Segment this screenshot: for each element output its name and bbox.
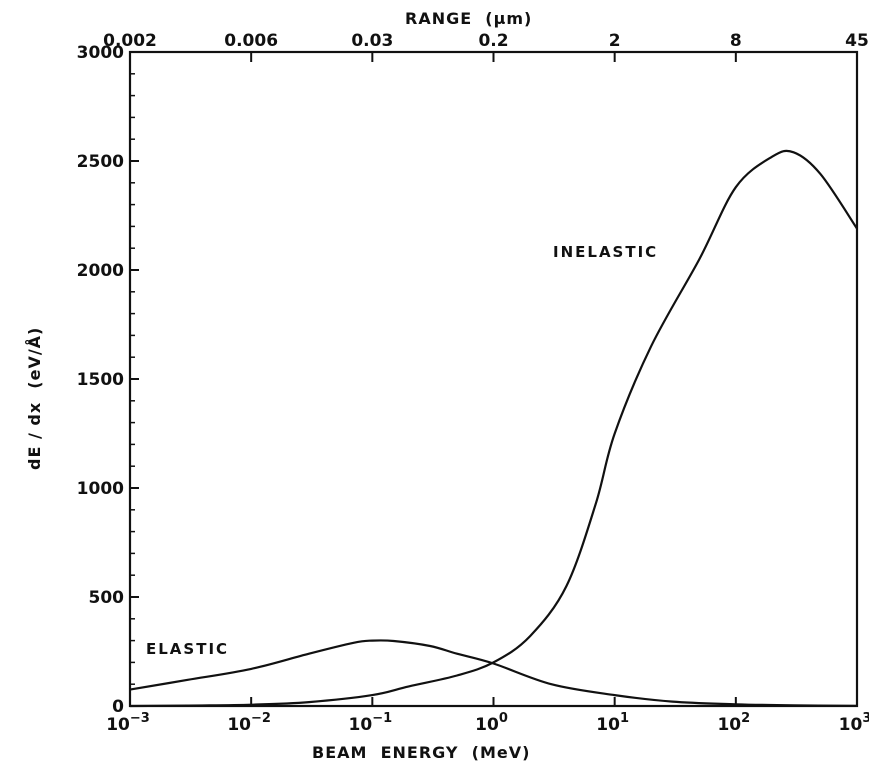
elastic-annotation: ELASTIC [146,640,229,658]
top-axis-ticks: 0.002 0.006 0.03 0.2 2 8 45 [103,31,869,62]
x-tick-label: 101 [596,711,629,735]
y-tick-label: 2500 [77,152,124,172]
y-tick-label: 500 [89,588,125,608]
y-tick-label: 3000 [77,43,124,63]
top-tick-label: 45 [845,31,869,51]
x-tick-label: 10−1 [349,711,393,735]
series-inelastic-line [129,149,858,708]
y-tick-label: 0 [112,697,124,717]
top-tick-label: 8 [730,31,742,51]
x-tick-label: 102 [717,711,750,735]
top-tick-label: 2 [609,31,621,51]
plot-frame [128,50,859,708]
x-tick-label: 10−3 [106,711,150,735]
plot-border [128,50,859,708]
y-axis-title: dE / dx (eV/Å) [25,327,44,470]
y-tick-label: 2000 [77,261,124,281]
series-layer [129,149,858,708]
top-tick-label: 0.03 [351,31,393,51]
series-elastic-line [129,639,858,707]
top-axis-title: RANGE (μm) [405,9,532,28]
top-tick-label: 0.002 [103,31,157,51]
inelastic-annotation: INELASTIC [553,243,658,261]
x-axis-ticks: 10−3 10−2 10−1 100 101 102 103 [106,697,869,735]
x-tick-label: 10−2 [227,711,271,735]
top-tick-label: 0.2 [478,31,508,51]
x-axis-title: BEAM ENERGY (MeV) [312,743,530,762]
y-tick-label: 1500 [77,370,124,390]
top-tick-label: 0.006 [224,31,278,51]
y-axis-ticks: 0 500 1000 1500 2000 2500 3000 [77,43,139,717]
x-tick-label: 103 [839,711,869,735]
x-tick-label: 100 [475,711,508,735]
y-tick-label: 1000 [77,479,124,499]
